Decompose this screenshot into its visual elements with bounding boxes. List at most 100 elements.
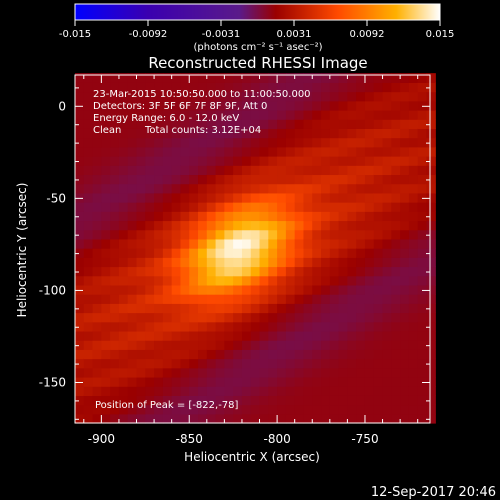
y-tick-label: -50 bbox=[46, 191, 66, 205]
heatmap-cell bbox=[312, 275, 322, 286]
heatmap-cell bbox=[145, 349, 155, 360]
heatmap-cell bbox=[206, 275, 217, 286]
heatmap-cell bbox=[294, 294, 305, 304]
heatmap-cell bbox=[136, 73, 146, 83]
heatmap-cell bbox=[303, 192, 313, 203]
heatmap-cell bbox=[171, 358, 182, 369]
heatmap-cell bbox=[110, 82, 120, 93]
heatmap-cell bbox=[110, 321, 120, 332]
heatmap-cell bbox=[321, 340, 331, 350]
heatmap-cell bbox=[92, 229, 102, 240]
heatmap-cell bbox=[400, 165, 410, 176]
heatmap-cell bbox=[92, 82, 102, 93]
heatmap-cell bbox=[83, 284, 94, 295]
heatmap-cell bbox=[224, 82, 234, 93]
heatmap-cell bbox=[145, 395, 155, 406]
heatmap-cell bbox=[110, 386, 120, 396]
heatmap-cell bbox=[215, 82, 225, 93]
heatmap-cell bbox=[426, 257, 436, 268]
heatmap-cell bbox=[233, 303, 243, 314]
heatmap-cell bbox=[224, 376, 234, 387]
heatmap-cell bbox=[101, 413, 111, 424]
heatmap-cell bbox=[75, 330, 85, 341]
heatmap-cell bbox=[118, 119, 129, 129]
heatmap-cell bbox=[329, 211, 340, 222]
heatmap-cell bbox=[277, 266, 287, 277]
heatmap-cell bbox=[171, 100, 182, 111]
heatmap-cell bbox=[215, 358, 225, 369]
heatmap-cell bbox=[426, 202, 436, 212]
heatmap-cell bbox=[206, 340, 217, 350]
heatmap-cell bbox=[127, 174, 138, 185]
heatmap-cell bbox=[400, 275, 410, 286]
heatmap-cell bbox=[75, 238, 85, 249]
heatmap-cell bbox=[83, 91, 94, 102]
heatmap-cell bbox=[250, 257, 261, 268]
heatmap-cell bbox=[75, 73, 85, 83]
heatmap-cell bbox=[329, 248, 340, 258]
heatmap-cell bbox=[285, 294, 296, 304]
heatmap-cell bbox=[198, 330, 208, 341]
heatmap-cell bbox=[312, 174, 322, 185]
heatmap-cell bbox=[294, 137, 305, 148]
heatmap-cell bbox=[118, 349, 129, 360]
heatmap-cell bbox=[356, 100, 366, 111]
heatmap-cell bbox=[329, 284, 340, 295]
x-axis-ticks: -900 -850 -800 -750 bbox=[83, 75, 419, 446]
heatmap-cell bbox=[259, 128, 269, 139]
heatmap-cell bbox=[224, 404, 234, 415]
heatmap-cell bbox=[110, 128, 120, 139]
heatmap-cell bbox=[382, 257, 392, 268]
heatmap-cell bbox=[118, 367, 129, 378]
heatmap-cell bbox=[303, 137, 313, 148]
heatmap-cell bbox=[118, 183, 129, 194]
heatmap-cell bbox=[338, 156, 349, 166]
heatmap-cell bbox=[171, 109, 182, 120]
heatmap-cell bbox=[400, 376, 410, 387]
heatmap-cell bbox=[391, 73, 401, 83]
heatmap-cell bbox=[136, 294, 146, 304]
heatmap-cell bbox=[321, 100, 331, 111]
heatmap-cell bbox=[92, 128, 102, 139]
heatmap-cell bbox=[171, 376, 182, 387]
heatmap-cell bbox=[154, 229, 164, 240]
heatmap-cell bbox=[171, 367, 182, 378]
heatmap-cell bbox=[233, 404, 243, 415]
heatmap-cell bbox=[373, 330, 384, 341]
heatmap-cell bbox=[294, 395, 305, 406]
heatmap-cell bbox=[347, 146, 357, 157]
heatmap-cell bbox=[268, 211, 278, 222]
heatmap-cell bbox=[259, 100, 269, 111]
heatmap-cell bbox=[83, 367, 94, 378]
heatmap-cell bbox=[321, 376, 331, 387]
heatmap-cell bbox=[215, 211, 225, 222]
heatmap-cell bbox=[277, 294, 287, 304]
heatmap-cell bbox=[356, 165, 366, 176]
heatmap-cell bbox=[198, 257, 208, 268]
heatmap-cell bbox=[329, 91, 340, 102]
heatmap-cell bbox=[162, 330, 173, 341]
heatmap-cell bbox=[224, 119, 234, 129]
heatmap-cell bbox=[356, 257, 366, 268]
heatmap-cell bbox=[101, 128, 111, 139]
heatmap-cell bbox=[136, 257, 146, 268]
heatmap-cell bbox=[338, 376, 349, 387]
heatmap-cell bbox=[364, 174, 375, 185]
heatmap-cell bbox=[118, 248, 129, 258]
heatmap-cell bbox=[259, 395, 269, 406]
heatmap-cell bbox=[373, 100, 384, 111]
heatmap-cell bbox=[127, 202, 138, 212]
heatmap-cell bbox=[329, 349, 340, 360]
colorbar-gradient bbox=[74, 3, 441, 21]
heatmap-cell bbox=[215, 367, 225, 378]
heatmap-cell bbox=[171, 174, 182, 185]
heatmap-cell bbox=[127, 192, 138, 203]
heatmap-cell bbox=[101, 330, 111, 341]
heatmap-cell bbox=[426, 82, 436, 93]
heatmap-cell bbox=[338, 395, 349, 406]
heatmap-cell bbox=[75, 137, 85, 148]
heatmap-cell bbox=[347, 128, 357, 139]
heatmap-cell bbox=[294, 211, 305, 222]
heatmap-cell bbox=[285, 73, 296, 83]
heatmap-cell bbox=[268, 156, 278, 166]
